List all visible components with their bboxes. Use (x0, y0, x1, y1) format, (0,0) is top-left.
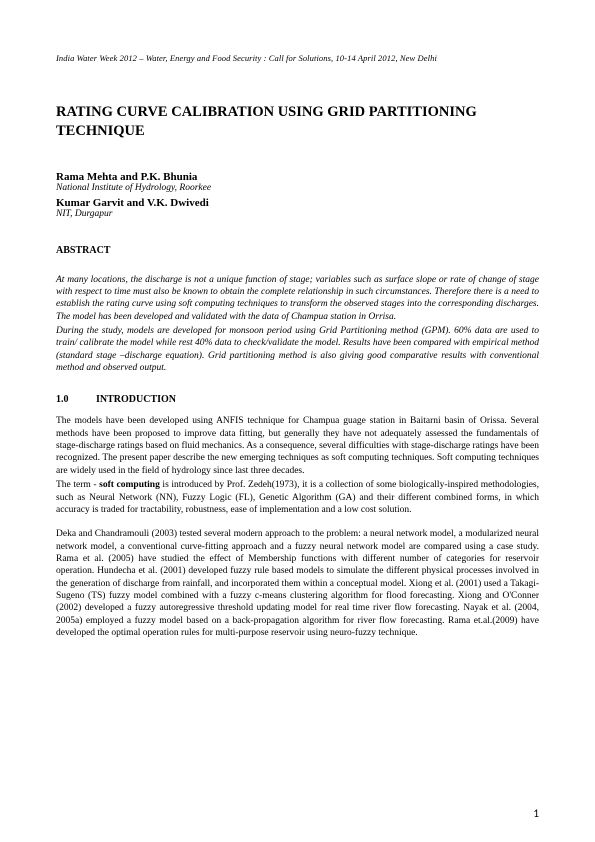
paper-title: RATING CURVE CALIBRATION USING GRID PART… (56, 103, 539, 141)
abstract-paragraph-2: During the study, models are developed f… (56, 325, 539, 374)
abstract-paragraph-1: At many locations, the discharge is not … (56, 274, 539, 323)
intro-p2-pre: The term - (56, 480, 99, 490)
section-1-number: 1.0 (56, 394, 96, 405)
author-group-2: Kumar Garvit and V.K. Dwivedi NIT, Durga… (56, 197, 539, 219)
authors-section: Rama Mehta and P.K. Bhunia National Inst… (56, 171, 539, 219)
abstract-heading: ABSTRACT (56, 245, 539, 256)
affiliation-2: NIT, Durgapur (56, 209, 539, 219)
intro-paragraph-1: The models have been developed using ANF… (56, 415, 539, 477)
author-names-1: Rama Mehta and P.K. Bhunia (56, 171, 539, 183)
section-1-title: INTRODUCTION (96, 394, 176, 405)
author-names-2: Kumar Garvit and V.K. Dwivedi (56, 197, 539, 209)
intro-paragraph-2: The term - soft computing is introduced … (56, 479, 539, 516)
page-number: 1 (533, 807, 539, 820)
conference-header: India Water Week 2012 – Water, Energy an… (56, 53, 539, 63)
affiliation-1: National Institute of Hydrology, Roorkee (56, 183, 539, 193)
author-group-1: Rama Mehta and P.K. Bhunia National Inst… (56, 171, 539, 193)
section-1-heading: 1.0INTRODUCTION (56, 394, 539, 405)
soft-computing-term: soft computing (99, 480, 160, 490)
intro-paragraph-3: Deka and Chandramouli (2003) tested seve… (56, 528, 539, 639)
